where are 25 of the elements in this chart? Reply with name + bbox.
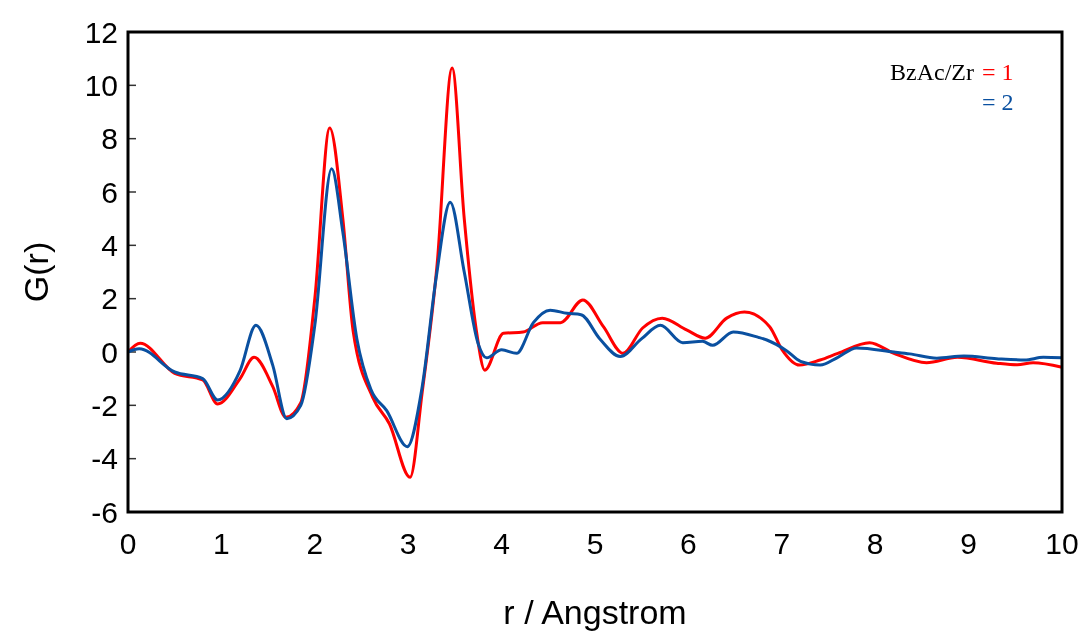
x-tick-label: 8	[866, 527, 884, 560]
y-axis-title: G(r)	[17, 241, 55, 303]
x-tick-label: 1	[213, 527, 230, 560]
y-tick-label: 10	[84, 68, 118, 102]
y-tick-label: 2	[101, 282, 118, 316]
y-tick-label: -6	[91, 495, 118, 529]
x-tick-label: 6	[680, 527, 697, 560]
y-tick-label: 12	[84, 15, 118, 49]
y-tick-label: -2	[91, 388, 118, 422]
y-tick-label: 6	[101, 175, 118, 209]
y-tick-label: 0	[101, 335, 118, 369]
x-tick-label: 2	[306, 527, 324, 560]
x-tick-label: 9	[960, 527, 977, 560]
x-tick-label: 3	[399, 527, 417, 560]
y-tick-label: 4	[101, 228, 118, 262]
x-tick-label: 5	[586, 527, 604, 560]
text: = 1	[982, 59, 1014, 85]
legend-title: BzAc/Zr	[890, 59, 974, 85]
text: = 2	[982, 89, 1014, 115]
y-tick-label: -4	[91, 442, 118, 476]
x-tick-label: 7	[773, 527, 791, 560]
y-tick-label: 8	[101, 122, 118, 156]
x-tick-label: 4	[493, 527, 510, 560]
x-axis-title: r / Angstrom	[503, 593, 687, 631]
x-tick-label: 10	[1045, 527, 1079, 560]
